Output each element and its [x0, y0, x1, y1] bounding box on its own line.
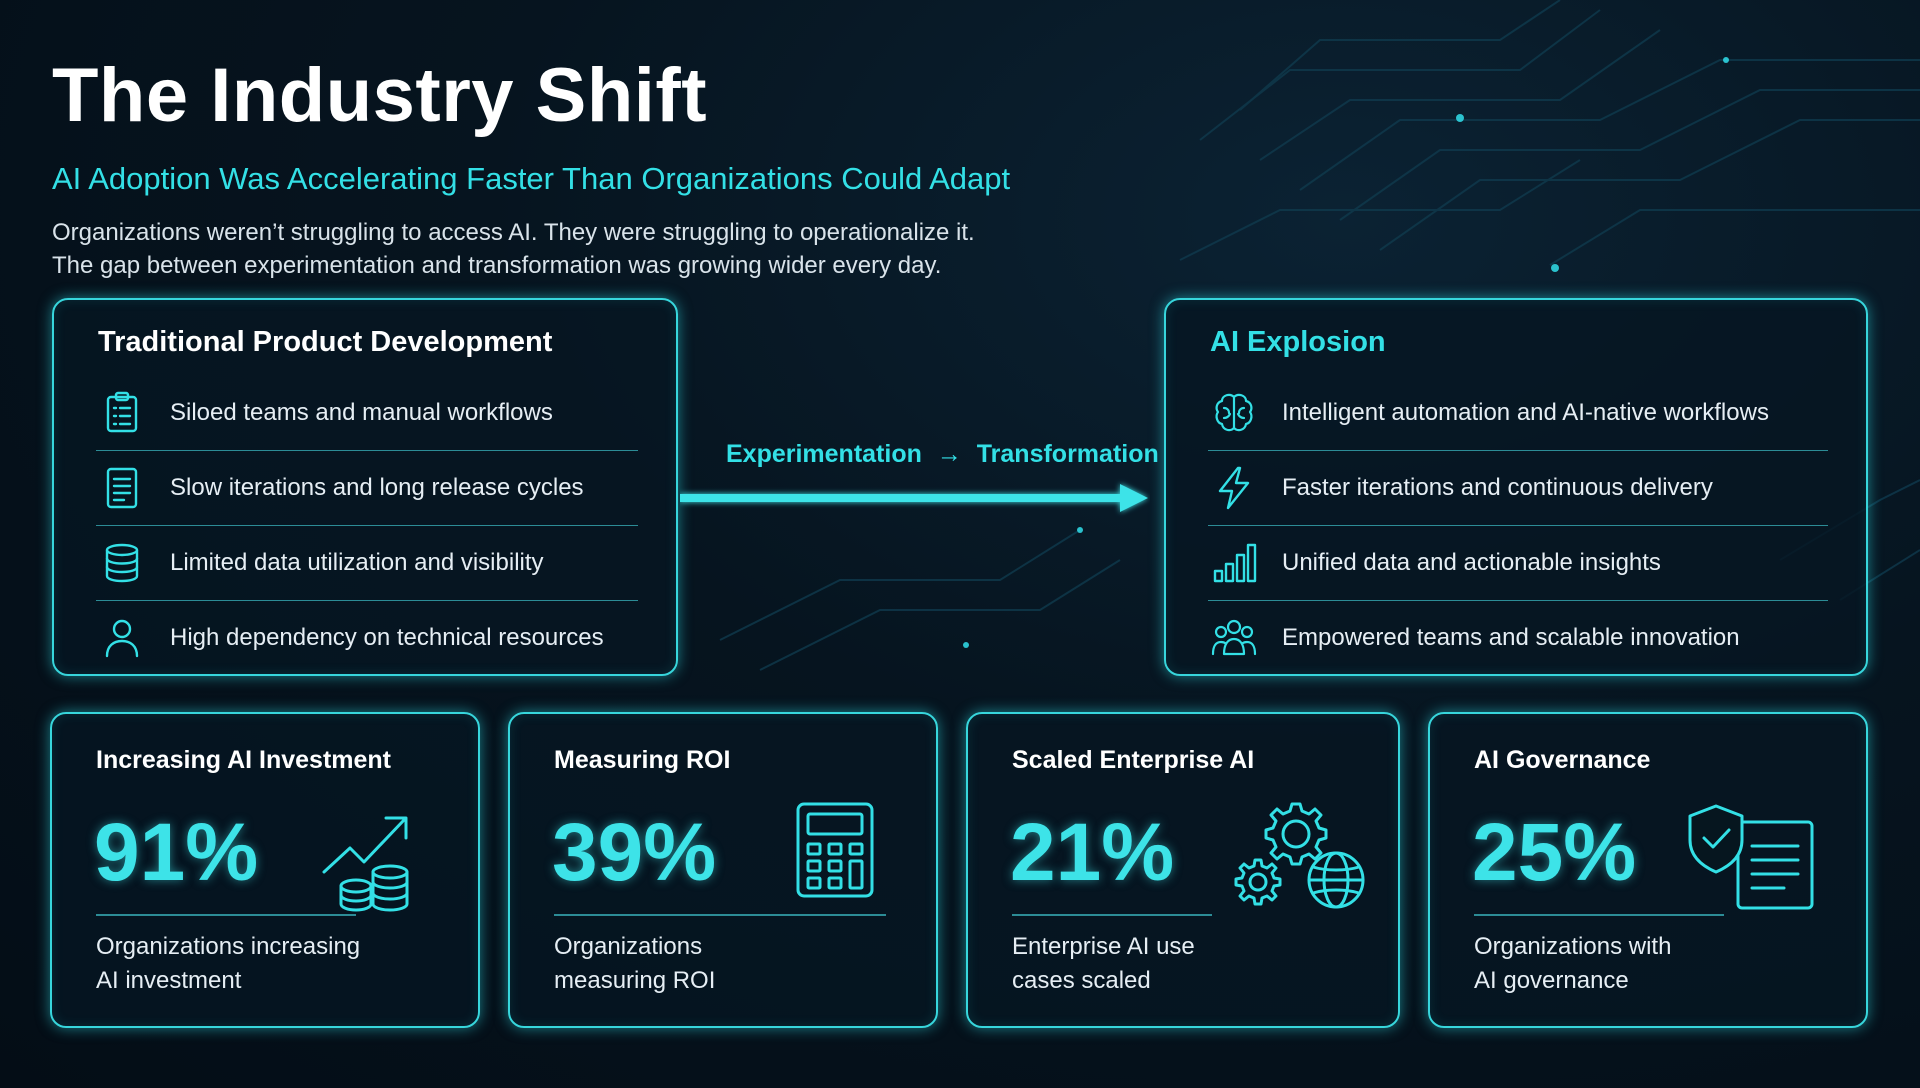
stat-label: Enterprise AI use cases scaled: [1012, 930, 1312, 998]
list-item: Unified data and actionable insights: [1208, 526, 1828, 601]
stat-label-line-2: AI governance: [1474, 967, 1629, 994]
list-item: Intelligent automation and AI-native wor…: [1208, 376, 1828, 451]
description-line-1: Organizations weren’t struggling to acce…: [52, 219, 975, 246]
brain-icon: [1210, 389, 1258, 437]
panel-title-ai-explosion: AI Explosion: [1210, 326, 1386, 358]
traditional-item-label: High dependency on technical resources: [170, 624, 604, 651]
list-item: Siloed teams and manual workflows: [96, 376, 638, 451]
stat-title: Measuring ROI: [554, 746, 731, 774]
lightning-icon: [1210, 464, 1258, 512]
stat-label: Organizations measuring ROI: [554, 930, 854, 998]
calculator-icon: [794, 800, 876, 900]
stat-label-line-1: Organizations with: [1474, 933, 1672, 960]
ai-explosion-list: Intelligent automation and AI-native wor…: [1208, 376, 1828, 675]
list-item: Limited data utilization and visibility: [96, 526, 638, 601]
stat-divider: [96, 914, 356, 916]
stat-card-ai-investment: Increasing AI Investment 91% Organizatio…: [50, 712, 480, 1028]
stat-label: Organizations increasing AI investment: [96, 930, 396, 998]
stat-value: 91%: [94, 807, 259, 898]
stat-divider: [1474, 914, 1724, 916]
stat-title: Increasing AI Investment: [96, 746, 391, 774]
stat-card-measuring-roi: Measuring ROI 39% Organizations measurin…: [508, 712, 938, 1028]
ai-explosion-panel: AI Explosion Intelligent automation and …: [1164, 298, 1868, 676]
stat-divider: [554, 914, 886, 916]
stat-title: Scaled Enterprise AI: [1012, 746, 1255, 774]
stat-label-line-2: cases scaled: [1012, 967, 1151, 994]
shield-document-icon: [1684, 802, 1820, 914]
ai-item-label: Intelligent automation and AI-native wor…: [1282, 399, 1769, 426]
traditional-development-panel: Traditional Product Development Siloed t…: [52, 298, 678, 676]
stat-divider: [1012, 914, 1212, 916]
ai-item-label: Empowered teams and scalable innovation: [1282, 624, 1740, 651]
list-item: High dependency on technical resources: [96, 601, 638, 675]
document-icon: [98, 464, 146, 512]
ai-item-label: Unified data and actionable insights: [1282, 549, 1661, 576]
stat-value: 25%: [1472, 807, 1637, 898]
growth-coins-icon: [320, 804, 436, 920]
bar-chart-icon: [1210, 539, 1258, 587]
ai-item-label: Faster iterations and continuous deliver…: [1282, 474, 1713, 501]
connector-to: Transformation: [976, 440, 1159, 468]
header: The Industry Shift AI Adoption Was Accel…: [52, 52, 1152, 282]
clipboard-icon: [98, 389, 146, 437]
gears-globe-icon: [1230, 798, 1370, 914]
traditional-item-label: Limited data utilization and visibility: [170, 549, 544, 576]
stat-label-line-1: Organizations: [554, 933, 703, 960]
stat-card-scaled-enterprise-ai: Scaled Enterprise AI 21% Enterprise AI u…: [966, 712, 1400, 1028]
stat-value: 21%: [1010, 807, 1175, 898]
page-title: The Industry Shift: [52, 53, 707, 138]
user-icon: [98, 614, 146, 662]
list-item: Slow iterations and long release cycles: [96, 451, 638, 526]
stat-label-line-2: measuring ROI: [554, 967, 716, 994]
list-item: Faster iterations and continuous deliver…: [1208, 451, 1828, 526]
stat-title: AI Governance: [1474, 746, 1651, 774]
stat-card-ai-governance: AI Governance 25% Organizations with AI …: [1428, 712, 1868, 1028]
stat-value: 39%: [552, 807, 717, 898]
connector-arrow-shaft: [680, 484, 1148, 512]
connector-arrow-glyph: →: [936, 440, 962, 468]
stat-label-line-2: AI investment: [96, 967, 242, 994]
traditional-list: Siloed teams and manual workflows Slow i…: [96, 376, 638, 675]
team-icon: [1210, 614, 1258, 662]
description-line-2: The gap between experimentation and tran…: [52, 252, 942, 279]
stat-label-line-1: Enterprise AI use: [1012, 933, 1195, 960]
connector-label: Experimentation → Transformation: [726, 440, 1159, 469]
list-item: Empowered teams and scalable innovation: [1208, 601, 1828, 675]
stat-label: Organizations with AI governance: [1474, 930, 1774, 998]
page-description: Organizations weren’t struggling to acce…: [52, 216, 1152, 282]
page-subtitle: AI Adoption Was Accelerating Faster Than…: [52, 161, 1011, 196]
database-icon: [98, 539, 146, 587]
stat-label-line-1: Organizations increasing: [96, 933, 361, 960]
traditional-item-label: Siloed teams and manual workflows: [170, 399, 553, 426]
connector-from: Experimentation: [726, 440, 922, 468]
panel-title-traditional: Traditional Product Development: [98, 326, 553, 358]
traditional-item-label: Slow iterations and long release cycles: [170, 474, 584, 501]
